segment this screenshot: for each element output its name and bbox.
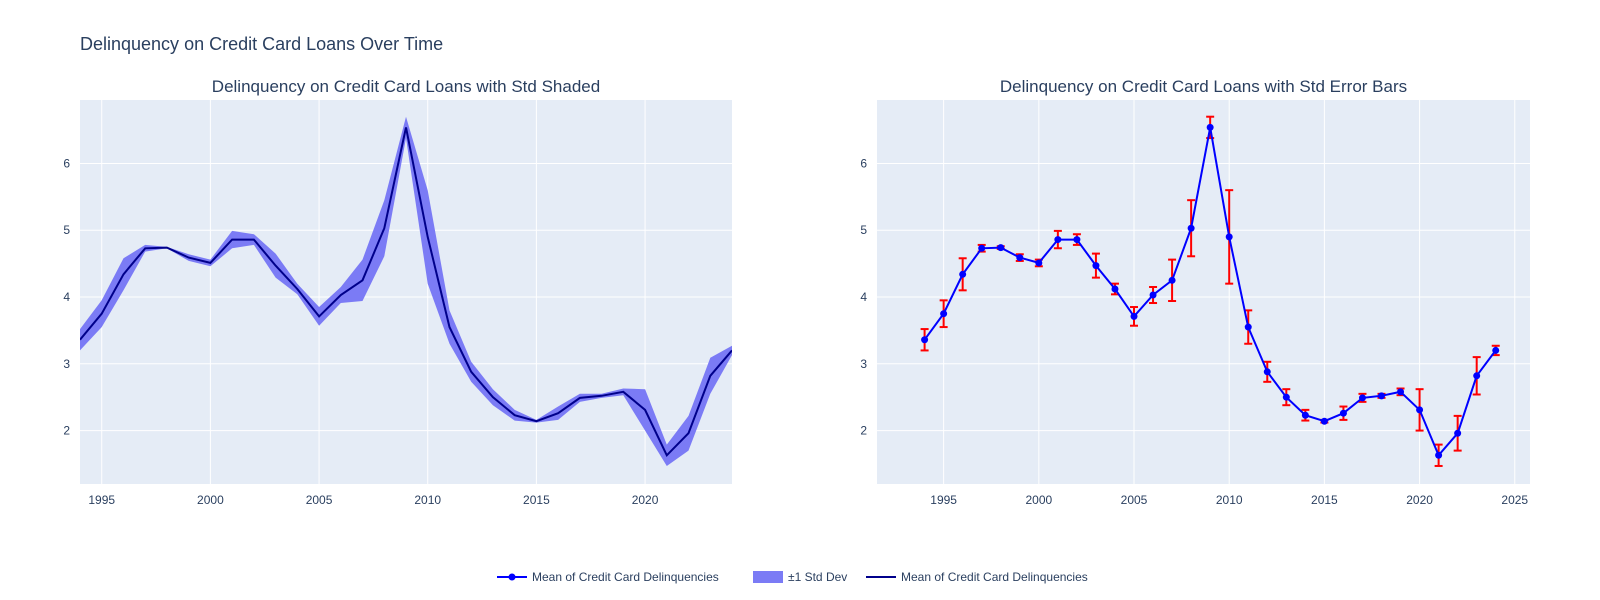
legend-swatch-marker bbox=[508, 573, 516, 581]
left-y-tick-label: 6 bbox=[63, 156, 70, 170]
left-x-tick-label: 2000 bbox=[197, 493, 224, 507]
left-x-tick-label: 2005 bbox=[306, 493, 333, 507]
data-point-marker[interactable] bbox=[1378, 392, 1386, 400]
data-point-marker[interactable] bbox=[997, 244, 1005, 252]
data-point-marker[interactable] bbox=[1397, 388, 1405, 396]
figure-title: Delinquency on Credit Card Loans Over Ti… bbox=[80, 34, 443, 54]
right-chart-title: Delinquency on Credit Card Loans with St… bbox=[1000, 77, 1407, 96]
right-x-tick-label: 2015 bbox=[1311, 493, 1338, 507]
left-y-tick-label: 4 bbox=[63, 290, 70, 304]
right-x-tick-label: 2000 bbox=[1025, 493, 1052, 507]
legend-label-mean-line: Mean of Credit Card Delinquencies bbox=[901, 570, 1088, 584]
data-point-marker[interactable] bbox=[1225, 233, 1233, 241]
right-x-tick-label: 2005 bbox=[1121, 493, 1148, 507]
data-point-marker[interactable] bbox=[1301, 411, 1309, 419]
right-x-tick-label: 2010 bbox=[1216, 493, 1243, 507]
left-chart-title: Delinquency on Credit Card Loans with St… bbox=[212, 77, 600, 96]
data-point-marker[interactable] bbox=[1092, 262, 1100, 270]
left-y-tick-label: 5 bbox=[63, 223, 70, 237]
data-point-marker[interactable] bbox=[1054, 236, 1062, 244]
right-series-group bbox=[920, 115, 1500, 467]
mean-line bbox=[80, 127, 732, 458]
legend-item-std-dev[interactable]: ±1 Std Dev bbox=[753, 570, 847, 584]
data-point-marker[interactable] bbox=[1244, 323, 1252, 331]
right-y-tick-label: 2 bbox=[860, 424, 867, 438]
legend-item-mean-markers[interactable]: Mean of Credit Card Delinquencies bbox=[497, 570, 719, 584]
right-x-tick-label: 2025 bbox=[1501, 493, 1528, 507]
data-point-marker[interactable] bbox=[1492, 346, 1500, 354]
left-x-tick-label: 2010 bbox=[414, 493, 441, 507]
right-y-tick-label: 5 bbox=[860, 223, 867, 237]
right-chart-panel: 1995 2000 2005 2010 2015 2020 2025 2 3 4 5 6 Delinqu… bbox=[860, 77, 1530, 507]
data-point-marker[interactable] bbox=[1073, 236, 1081, 244]
data-point-marker[interactable] bbox=[1263, 368, 1271, 376]
legend: Mean of Credit Card Delinquencies ±1 Std… bbox=[497, 570, 1088, 584]
data-point-marker[interactable] bbox=[1035, 259, 1043, 267]
left-x-tick-label: 2015 bbox=[523, 493, 550, 507]
right-x-tick-label: 1995 bbox=[930, 493, 957, 507]
legend-label-mean-markers: Mean of Credit Card Delinquencies bbox=[532, 570, 719, 584]
left-series-group bbox=[80, 116, 732, 466]
left-x-tick-label: 1995 bbox=[88, 493, 115, 507]
data-point-marker[interactable] bbox=[1435, 451, 1443, 459]
right-x-tick-label: 2020 bbox=[1406, 493, 1433, 507]
data-point-marker[interactable] bbox=[1339, 409, 1347, 417]
legend-swatch-fill bbox=[753, 571, 783, 583]
right-y-tick-label: 4 bbox=[860, 290, 867, 304]
data-point-marker[interactable] bbox=[1149, 291, 1157, 299]
data-point-marker[interactable] bbox=[1130, 312, 1138, 320]
right-y-tick-label: 3 bbox=[860, 357, 867, 371]
left-y-tick-label: 3 bbox=[63, 357, 70, 371]
data-point-marker[interactable] bbox=[1282, 393, 1290, 401]
left-chart-panel: 1995 2000 2005 2010 2015 2020 2 3 4 5 6 Delinquency… bbox=[63, 77, 732, 507]
data-point-marker[interactable] bbox=[1016, 254, 1024, 262]
data-point-marker[interactable] bbox=[1187, 224, 1195, 232]
data-point-marker[interactable] bbox=[1111, 285, 1119, 293]
data-point-marker[interactable] bbox=[1454, 429, 1462, 437]
right-y-tick-label: 6 bbox=[860, 156, 867, 170]
data-point-marker[interactable] bbox=[921, 336, 929, 344]
left-y-tick-label: 2 bbox=[63, 424, 70, 438]
legend-item-mean-line[interactable]: Mean of Credit Card Delinquencies bbox=[866, 570, 1088, 584]
legend-label-std-dev: ±1 Std Dev bbox=[788, 570, 847, 584]
data-point-marker[interactable] bbox=[1473, 372, 1481, 380]
data-point-marker[interactable] bbox=[1206, 123, 1214, 131]
data-point-marker[interactable] bbox=[1168, 276, 1176, 284]
data-point-marker[interactable] bbox=[959, 270, 967, 278]
data-point-marker[interactable] bbox=[940, 310, 948, 318]
data-point-marker[interactable] bbox=[1416, 406, 1424, 414]
left-plot-area bbox=[80, 100, 732, 484]
left-x-tick-label: 2020 bbox=[632, 493, 659, 507]
data-point-marker[interactable] bbox=[1320, 417, 1328, 425]
data-point-marker[interactable] bbox=[978, 244, 986, 252]
data-point-marker[interactable] bbox=[1358, 394, 1366, 402]
